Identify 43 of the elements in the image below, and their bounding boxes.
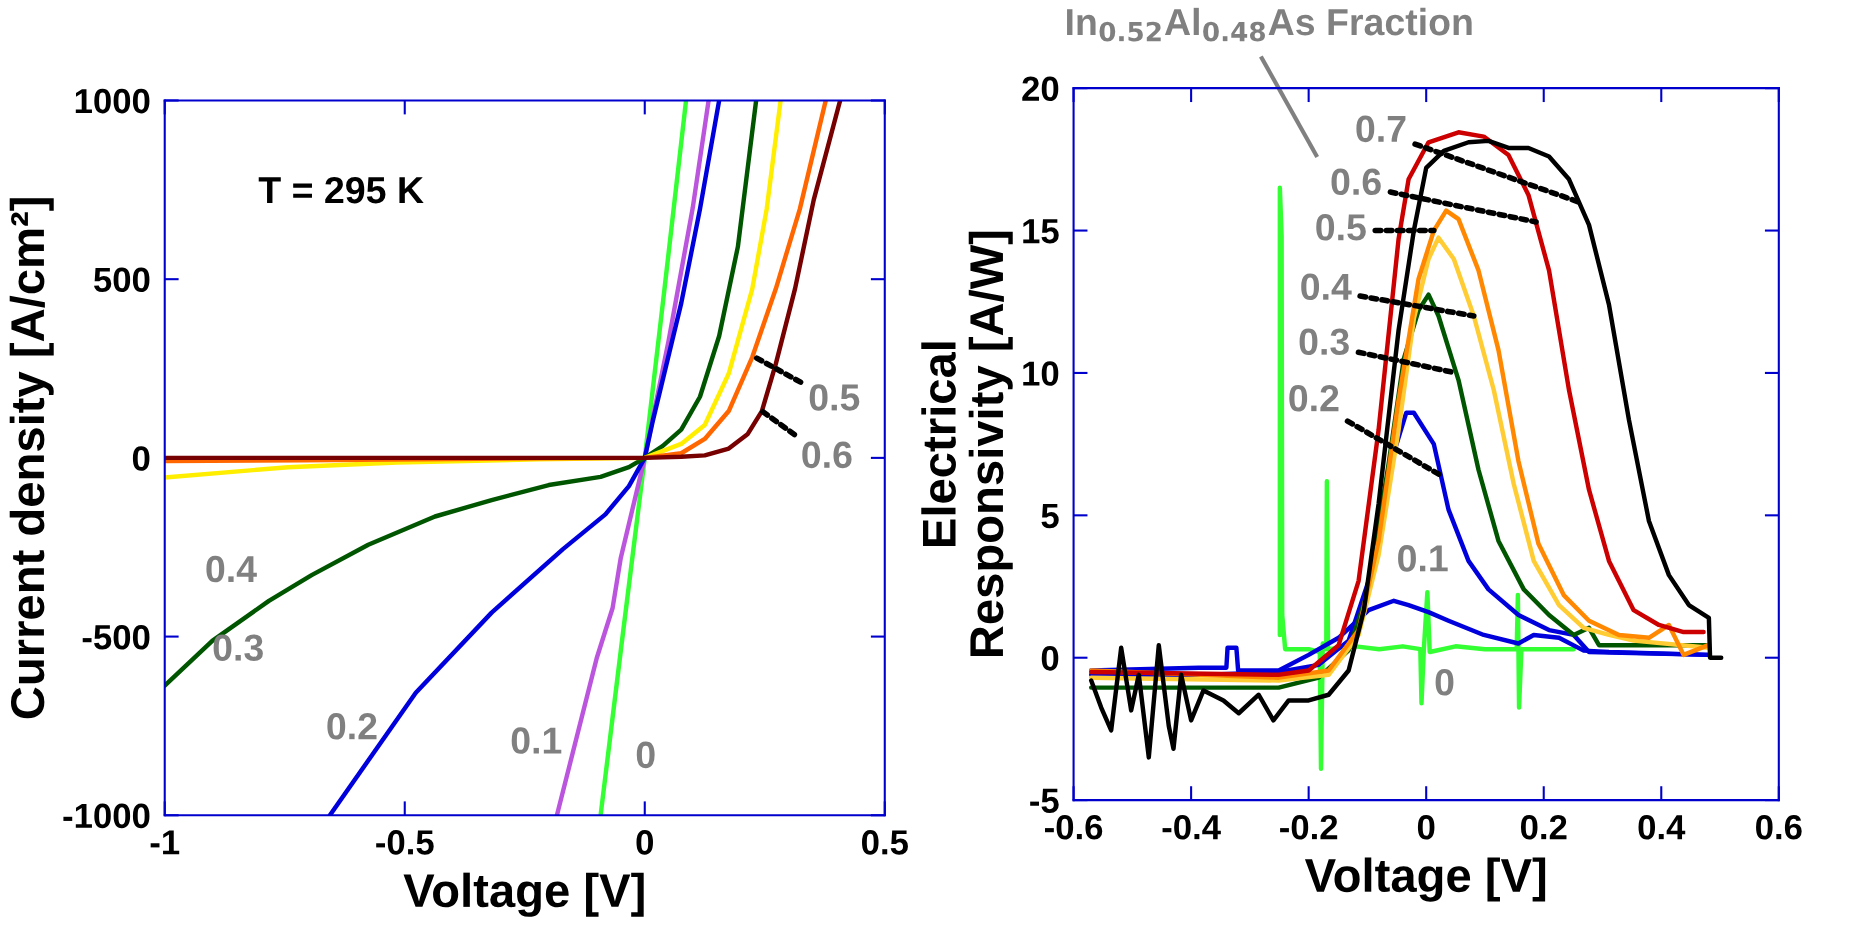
x-tick-label: 0.6 [1756, 814, 1802, 840]
x-tick-label: 0.2 [1520, 814, 1567, 840]
x-tick-label: -1 [150, 830, 180, 855]
x-tick-label: 0.5 [862, 830, 908, 855]
x-tick-label: 0 [1417, 814, 1435, 840]
x-tick-label: 0 [636, 830, 653, 855]
x-axis-title: Voltage [V] [403, 872, 644, 917]
annotation: 0.5 [1316, 214, 1366, 241]
annotation: 0.2 [1289, 384, 1339, 412]
y-tick-label: 15 [1023, 219, 1059, 244]
annotation: 0.4 [206, 555, 257, 583]
annotation: 0.2 [327, 713, 377, 740]
annotation: 0.5 [809, 384, 860, 411]
y-tick-label: 0 [1041, 646, 1059, 671]
y-tick-label: 1000 [75, 88, 150, 114]
y-tick-label: -500 [82, 624, 150, 650]
annotation: 0.4 [1301, 273, 1352, 301]
x-axis-title: Voltage [V] [1304, 857, 1546, 902]
annotation: 0 [1435, 669, 1454, 696]
annotation: 0.1 [1398, 545, 1448, 572]
text: In$_{0.52}$Al$_{0.48}$As Fraction [1067, 7, 1472, 42]
x-tick-label: -0.6 [1045, 814, 1103, 840]
y-tick-label: 20 [1022, 76, 1059, 102]
x-tick-label: -0.4 [1162, 814, 1221, 840]
y-axis-title: Current density [A/cm²] [9, 198, 54, 719]
y-tick-label: -5 [1030, 788, 1059, 814]
x-tick-label: 0.4 [1638, 814, 1686, 840]
y-tick-label: 5 [1041, 504, 1059, 529]
annotation: T = 295 K [258, 176, 424, 204]
y-tick-label: 0 [132, 446, 150, 471]
y-tick-label: 10 [1023, 361, 1059, 386]
y-tick-label: 500 [93, 267, 150, 293]
annotation: 0.6 [802, 441, 852, 469]
annotation: 0.1 [511, 727, 562, 754]
annotation: 0.3 [1299, 328, 1349, 356]
annotation: 0.7 [1356, 115, 1406, 143]
annotation: 0 [636, 741, 655, 769]
y-tick-label: -1000 [63, 803, 150, 829]
y-axis-title: Electrical Responsivity [A/W] [921, 231, 1013, 657]
x-tick-label: -0.5 [376, 830, 434, 855]
annotation: 0.3 [213, 634, 263, 661]
annotation: 0.6 [1331, 168, 1381, 196]
x-tick-label: -0.2 [1280, 814, 1338, 840]
